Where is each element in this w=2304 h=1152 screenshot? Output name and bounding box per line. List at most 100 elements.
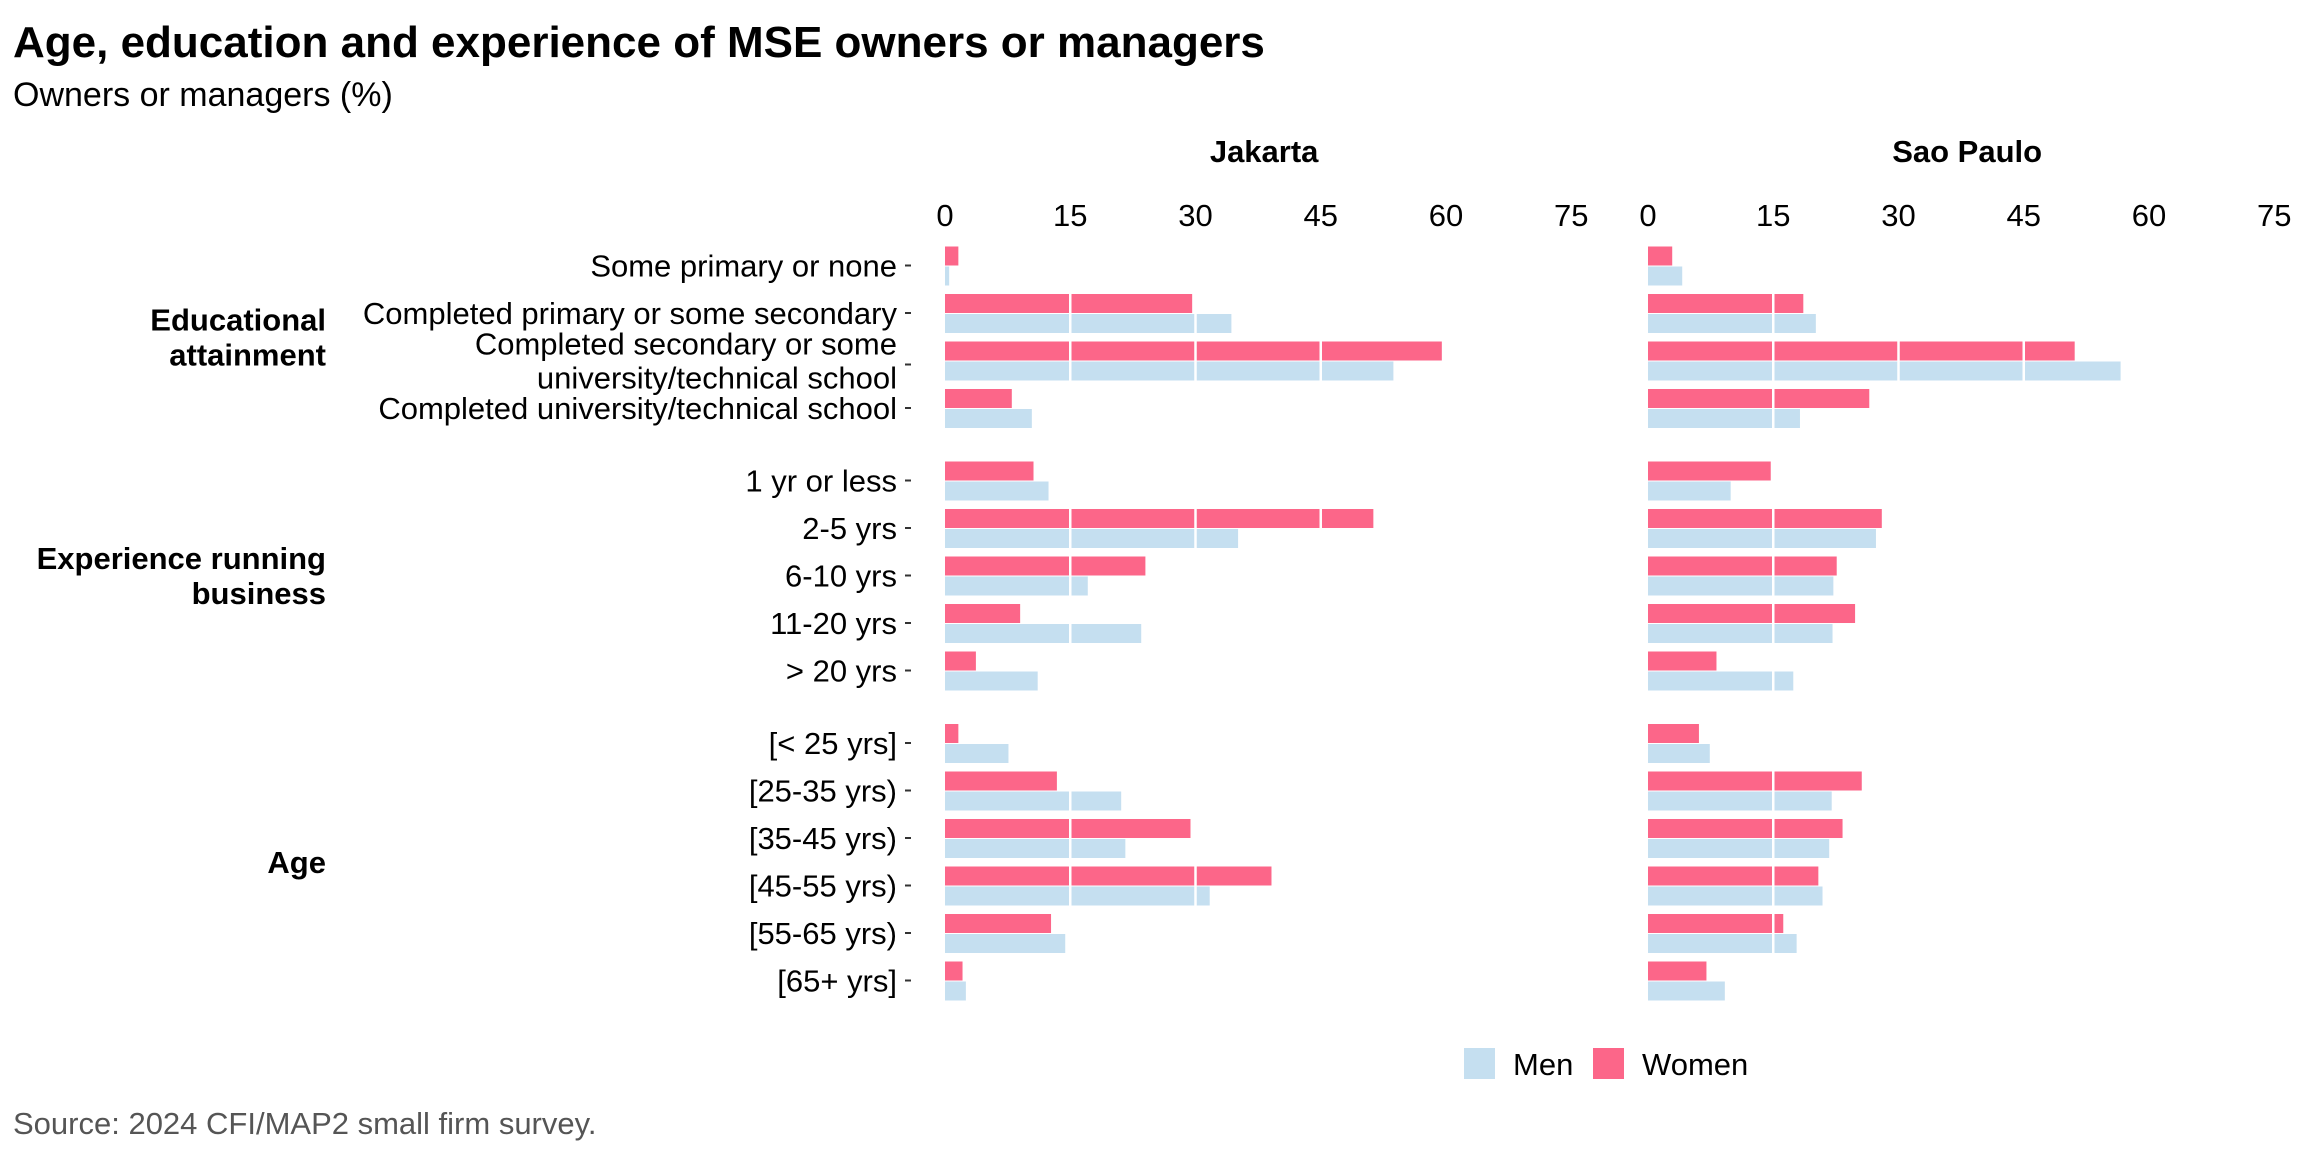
- x-tick-label: 60: [2132, 198, 2166, 233]
- bar-women-65-yrs: [945, 961, 963, 981]
- x-tick-label: 75: [1554, 198, 1588, 233]
- bar-men-35-45-yrs: [945, 839, 1126, 858]
- bar-men-25-35-yrs: [1648, 791, 1832, 811]
- bar-men-35-45-yrs: [1648, 839, 1830, 858]
- bar-women-45-55-yrs: [945, 866, 1272, 886]
- category-label: Some primary or none: [590, 249, 897, 284]
- bar-women-25-yrs: [1648, 724, 1699, 743]
- bar-men-25-yrs: [1648, 744, 1710, 763]
- legend-swatch-women: [1593, 1048, 1624, 1079]
- category-label: > 20 yrs: [786, 654, 897, 689]
- bar-women-completed-university-technical-school: [945, 389, 1012, 408]
- x-tick-label: 45: [2007, 198, 2041, 233]
- group-label: Educational: [150, 302, 326, 337]
- x-tick-label: 0: [936, 198, 953, 233]
- bar-women-completed-secondary-or-some-university-technical-school: [1648, 341, 2075, 361]
- bar-women-20-yrs: [1648, 651, 1717, 671]
- x-tick-label: 75: [2257, 198, 2291, 233]
- bar-men-20-yrs: [945, 671, 1038, 691]
- bar-men-45-55-yrs: [945, 886, 1210, 906]
- bar-men-some-primary-or-none: [1648, 266, 1683, 286]
- category-label: Completed primary or some secondary: [363, 296, 898, 331]
- category-label: [55-65 yrs): [749, 916, 897, 951]
- bar-women-completed-primary-or-some-secondary: [945, 294, 1193, 313]
- bar-men-some-primary-or-none: [945, 266, 950, 286]
- group-label: attainment: [169, 337, 326, 372]
- category-label: 6-10 yrs: [785, 559, 897, 594]
- bar-men-completed-university-technical-school: [1648, 409, 1800, 428]
- chart-subtitle: Owners or managers (%): [13, 76, 393, 114]
- bar-men-20-yrs: [1648, 671, 1794, 691]
- legend-label-women: Women: [1642, 1047, 1748, 1082]
- bar-women-some-primary-or-none: [945, 246, 959, 266]
- category-label: [35-45 yrs): [749, 821, 897, 856]
- bar-men-completed-primary-or-some-secondary: [945, 314, 1232, 333]
- bar-women-11-20-yrs: [945, 604, 1021, 623]
- panel-sao-paulo: Sao Paulo 0 15 30 45 60 75: [1639, 134, 2291, 1011]
- x-tick-label: 15: [1756, 198, 1790, 233]
- x-tick-label: 60: [1429, 198, 1463, 233]
- category-label: 11-20 yrs: [770, 606, 897, 641]
- bar-women-55-65-yrs: [945, 914, 1052, 933]
- category-label: [45-55 yrs): [749, 869, 897, 904]
- bar-women-some-primary-or-none: [1648, 246, 1673, 266]
- bar-women-completed-primary-or-some-secondary: [1648, 294, 1804, 313]
- bar-men-completed-secondary-or-some-university-technical-school: [1648, 361, 2121, 381]
- category-label: [65+ yrs]: [777, 964, 897, 999]
- source-note: Source: 2024 CFI/MAP2 small firm survey.: [13, 1106, 597, 1141]
- bar-men-55-65-yrs: [1648, 934, 1797, 953]
- bar-women-completed-secondary-or-some-university-technical-school: [945, 341, 1442, 361]
- bar-women-45-55-yrs: [1648, 866, 1819, 886]
- bar-women-2-5-yrs: [945, 509, 1374, 528]
- category-label: 2-5 yrs: [802, 511, 897, 546]
- group-label: Experience running: [37, 541, 326, 576]
- bar-men-completed-primary-or-some-secondary: [1648, 314, 1816, 333]
- bar-men-11-20-yrs: [945, 624, 1142, 643]
- bar-men-55-65-yrs: [945, 934, 1066, 953]
- chart-title: Age, education and experience of MSE own…: [13, 18, 1265, 67]
- group-label: business: [192, 576, 326, 611]
- bar-women-25-35-yrs: [945, 771, 1057, 791]
- bar-men-1-yr-or-less: [945, 481, 1049, 501]
- bar-women-6-10-yrs: [1648, 556, 1837, 576]
- bar-women-20-yrs: [945, 651, 976, 671]
- legend-label-men: Men: [1513, 1047, 1573, 1082]
- category-label: [< 25 yrs]: [769, 726, 897, 761]
- panel-title-sao-paulo: Sao Paulo: [1892, 134, 2042, 169]
- bar-women-35-45-yrs: [945, 819, 1191, 838]
- legend-swatch-men: [1464, 1048, 1495, 1079]
- x-tick-label: 0: [1639, 198, 1656, 233]
- bar-men-11-20-yrs: [1648, 624, 1833, 643]
- bar-men-2-5-yrs: [945, 529, 1239, 548]
- group-label: Age: [267, 845, 326, 880]
- category-label: 1 yr or less: [745, 464, 897, 499]
- bar-men-45-55-yrs: [1648, 886, 1823, 906]
- bar-women-6-10-yrs: [945, 556, 1146, 576]
- category-label: Completed university/technical school: [378, 391, 897, 426]
- category-label: university/technical school: [537, 361, 897, 396]
- category-labels-layer: Some primary or none Completed primary or…: [363, 249, 911, 999]
- category-label: Completed secondary or some: [475, 327, 897, 362]
- bar-women-completed-university-technical-school: [1648, 389, 1870, 408]
- bar-women-2-5-yrs: [1648, 509, 1882, 528]
- bar-men-25-yrs: [945, 744, 1009, 763]
- bar-women-55-65-yrs: [1648, 914, 1784, 933]
- bar-men-25-35-yrs: [945, 791, 1122, 811]
- bar-men-completed-secondary-or-some-university-technical-school: [945, 361, 1394, 381]
- x-tick-label: 45: [1304, 198, 1338, 233]
- bar-men-1-yr-or-less: [1648, 481, 1731, 501]
- bar-men-6-10-yrs: [1648, 576, 1834, 596]
- category-label: [25-35 yrs): [749, 774, 897, 809]
- legend: Men Women: [1464, 1047, 1748, 1082]
- bar-women-1-yr-or-less: [1648, 461, 1771, 481]
- x-tick-label: 30: [1881, 198, 1915, 233]
- bar-women-25-35-yrs: [1648, 771, 1862, 791]
- bar-men-65-yrs: [1648, 981, 1725, 1001]
- panels-layer: Jakarta 0 15 30 45 60 75 Sao Paulo 0 15 30 45 60 75: [936, 134, 2291, 1011]
- bar-women-35-45-yrs: [1648, 819, 1843, 838]
- bar-men-65-yrs: [945, 981, 966, 1001]
- x-tick-label: 15: [1053, 198, 1087, 233]
- bar-men-6-10-yrs: [945, 576, 1088, 596]
